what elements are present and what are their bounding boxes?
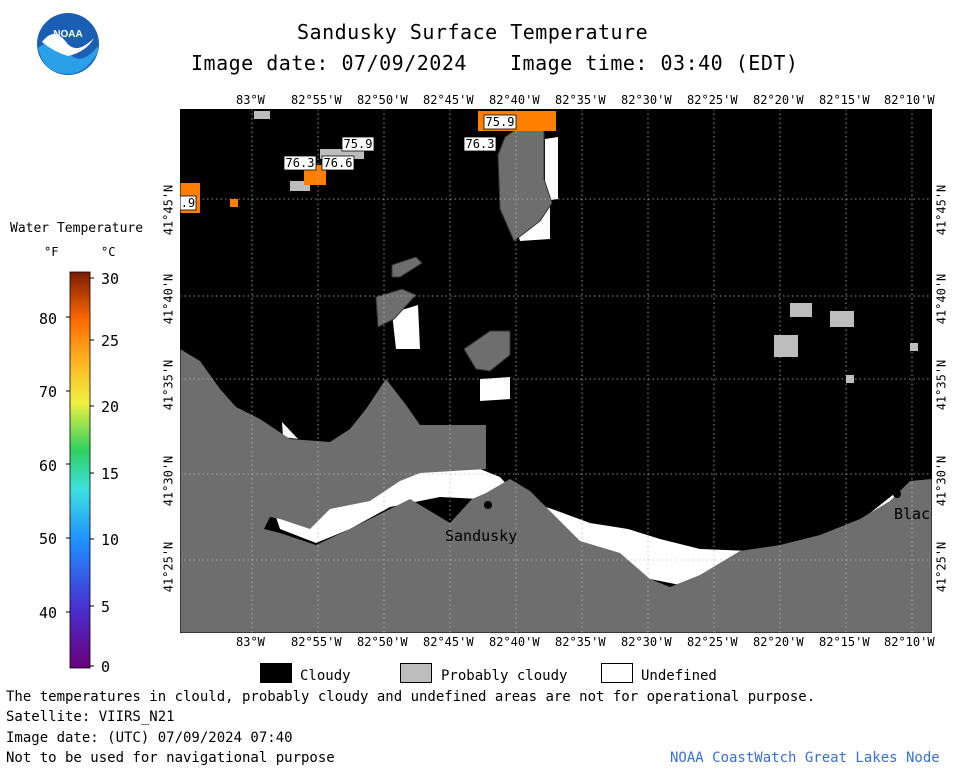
probably-cloudy [910,343,918,351]
lon-label-bottom: 82°30'W [621,635,672,649]
undefined-area [282,422,298,439]
island [463,330,511,372]
image-date: Image date: 07/09/2024 [191,51,467,75]
lat-label-right: 41°40'N [934,273,949,325]
lon-label-bottom: 83°W [236,635,265,649]
colorbar-unit-c: °C [101,245,116,259]
temp-label: 75.9 [486,115,515,129]
noaa-logo: NOAA [37,13,99,75]
land-area [180,349,932,633]
colorbar-c-tick: 15 [101,465,120,483]
lat-label-left: 41°25'N [161,541,176,593]
lat-label-left: 41°30'N [161,455,176,507]
island [375,288,417,328]
lat-label-right: 41°30'N [934,455,949,507]
map-title: Sandusky Surface Temperature [297,20,649,44]
lon-label-top: 82°30'W [621,93,672,107]
temp-label: 75.9 [344,137,373,151]
probably-cloudy [830,311,854,327]
probably-cloudy [774,335,798,357]
probably-cloudy [254,111,270,119]
place-label-sandusky: Sandusky [445,527,517,545]
temp-label: 76.6 [324,156,353,170]
lon-label-bottom: 82°50'W [357,635,408,649]
undefined-area [480,377,510,401]
undefined-area [392,305,420,349]
lat-label-right: 41°25'N [934,541,949,593]
city-marker-blac [893,490,901,498]
place-label-blac: Blac [894,505,930,523]
logo-text: NOAA [53,29,82,40]
colorbar-unit-f: °F [44,245,59,259]
legend-label-undefined: Undefined [641,668,717,684]
disclaimer-text: The temperatures in clould, probably clo… [6,689,816,705]
colorbar-f-tick: 60 [39,457,58,475]
lat-label-right: 41°45'N [934,184,949,236]
colorbar-f-tick: 50 [39,530,58,548]
probably-cloudy [320,149,364,159]
lon-label-top: 83°W [236,93,265,107]
colorbar [66,271,94,669]
colorbar-title: Water Temperature [10,221,144,236]
lon-label-top: 82°50'W [357,93,408,107]
lon-label-top: 82°15'W [819,93,870,107]
nav-warning-text: Not to be used for navigational purpose [6,750,335,766]
credit-text: NOAA CoastWatch Great Lakes Node [670,750,940,766]
lon-label-top: 82°35'W [555,93,606,107]
lon-label-bottom: 82°20'W [753,635,804,649]
colorbar-f-tick: 40 [39,604,58,622]
temp-label: 76.3 [466,137,495,151]
colorbar-c-tick: 10 [101,531,120,549]
lon-label-top: 82°55'W [291,93,342,107]
colorbar-f-tick: 80 [39,310,58,328]
legend-label-probably-cloudy: Probably cloudy [441,668,568,684]
temp-label: .9 [181,196,195,210]
colorbar-c-tick: 0 [101,658,111,676]
city-marker-sandusky [484,501,492,509]
image-time: Image time: 03:40 (EDT) [510,51,799,75]
lon-label-bottom: 82°10'W [884,635,935,649]
lon-label-bottom: 82°40'W [489,635,540,649]
utc-date-text: Image date: (UTC) 07/09/2024 07:40 [6,730,293,746]
lon-label-bottom: 82°45'W [423,635,474,649]
lon-label-top: 82°40'W [489,93,540,107]
temp-label: 76.3 [286,156,315,170]
probably-cloudy [846,375,854,383]
colorbar-c-tick: 20 [101,398,120,416]
temperature-map: 75.9 76.3 75.9 76.3 76.6 .9 Sandusky Bla… [180,109,932,633]
lon-label-bottom: 82°35'W [555,635,606,649]
legend-label-cloudy: Cloudy [300,668,351,684]
colorbar-c-tick: 25 [101,332,120,350]
lon-label-bottom: 82°55'W [291,635,342,649]
lon-label-top: 82°20'W [753,93,804,107]
colorbar-f-tick: 70 [39,383,58,401]
lon-label-top: 82°25'W [687,93,738,107]
legend-swatch-cloudy [260,663,292,683]
probably-cloudy [290,181,310,191]
lat-label-left: 41°45'N [161,184,176,236]
lat-label-left: 41°35'N [161,359,176,411]
lon-label-top: 82°45'W [423,93,474,107]
legend-swatch-probably-cloudy [400,663,432,683]
lon-label-bottom: 82°25'W [687,635,738,649]
lat-label-right: 41°35'N [934,359,949,411]
lon-label-bottom: 82°15'W [819,635,870,649]
lon-label-top: 82°10'W [884,93,935,107]
satellite-text: Satellite: VIIRS_N21 [6,709,175,725]
colorbar-c-tick: 5 [101,598,111,616]
lat-label-left: 41°40'N [161,273,176,325]
probably-cloudy [790,303,812,317]
legend-swatch-undefined [601,663,633,683]
undefined-area [545,137,558,201]
island [391,256,423,278]
colorbar-c-tick: 30 [101,270,120,288]
warm-pixels [230,199,238,207]
